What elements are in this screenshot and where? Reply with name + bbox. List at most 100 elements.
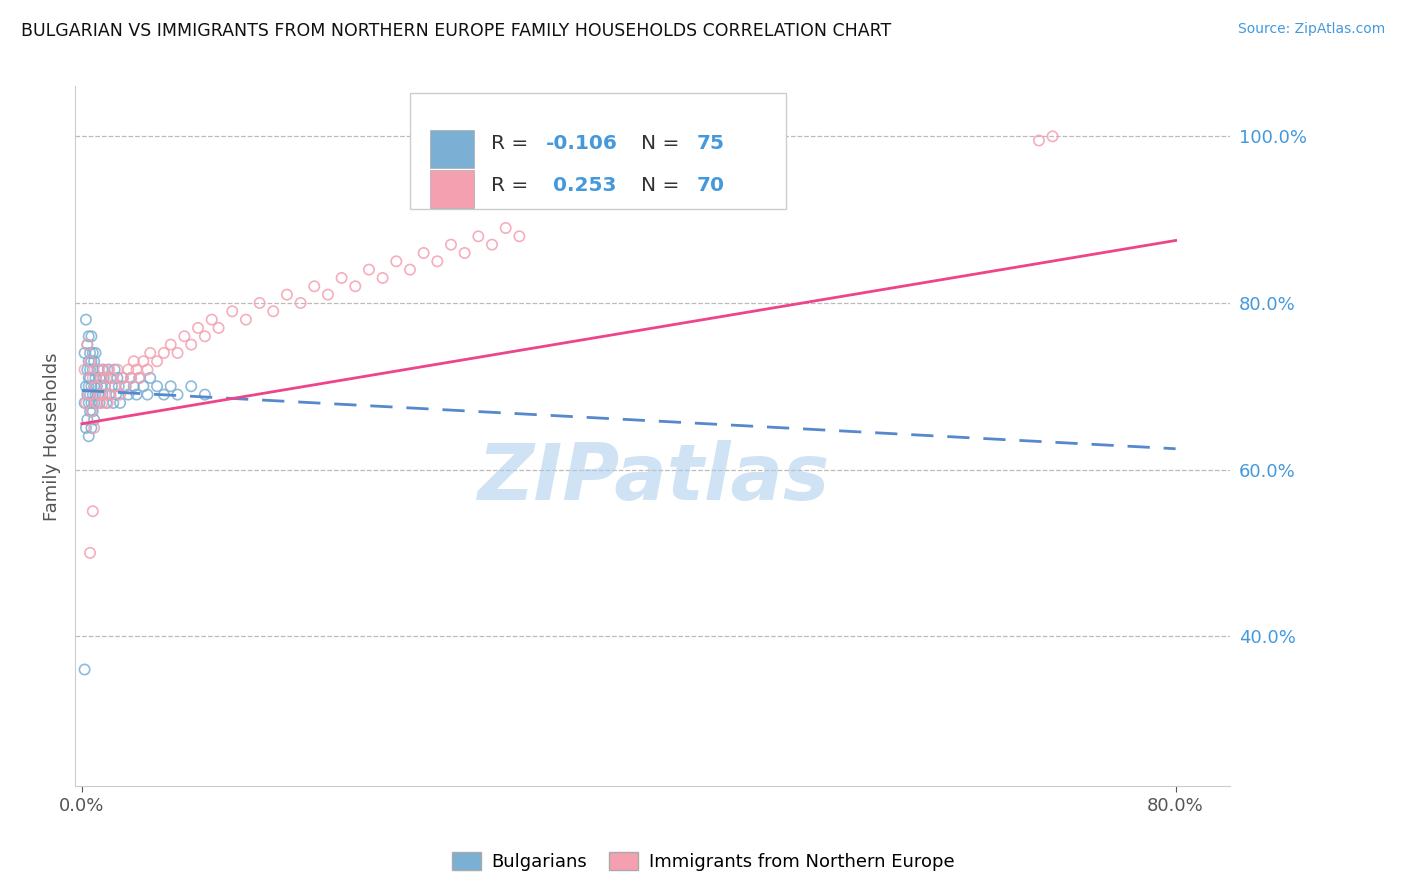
Point bbox=[82, 387, 104, 401]
Point bbox=[201, 312, 224, 326]
Point bbox=[357, 262, 380, 277]
Point bbox=[125, 387, 148, 401]
Point bbox=[89, 396, 111, 410]
Point bbox=[207, 321, 229, 335]
Point bbox=[114, 379, 136, 393]
Text: -0.106: -0.106 bbox=[547, 134, 619, 153]
Point bbox=[77, 371, 100, 385]
Point bbox=[84, 387, 107, 401]
Point bbox=[262, 304, 284, 318]
Text: R =: R = bbox=[491, 134, 534, 153]
Point bbox=[87, 362, 110, 376]
Point bbox=[77, 387, 100, 401]
Point bbox=[114, 379, 136, 393]
Point bbox=[495, 221, 517, 235]
Point bbox=[82, 504, 104, 518]
Point bbox=[399, 262, 422, 277]
Point bbox=[120, 371, 142, 385]
Point bbox=[93, 362, 115, 376]
Point bbox=[385, 254, 408, 268]
Point bbox=[91, 362, 114, 376]
Point bbox=[101, 371, 124, 385]
Point bbox=[108, 396, 131, 410]
Point bbox=[194, 329, 217, 343]
Point bbox=[84, 371, 107, 385]
Point bbox=[105, 371, 128, 385]
Point bbox=[96, 396, 118, 410]
Point bbox=[83, 354, 105, 368]
Point bbox=[139, 371, 162, 385]
Point bbox=[77, 429, 100, 443]
Point bbox=[89, 371, 111, 385]
Point bbox=[187, 321, 209, 335]
Text: ZIPatlas: ZIPatlas bbox=[477, 441, 828, 516]
Point bbox=[83, 396, 105, 410]
Text: 75: 75 bbox=[696, 134, 724, 153]
Point bbox=[290, 296, 312, 310]
Point bbox=[103, 396, 125, 410]
Point bbox=[166, 346, 188, 360]
Point bbox=[76, 337, 98, 351]
Point bbox=[132, 354, 155, 368]
Text: R =: R = bbox=[491, 177, 534, 195]
Point bbox=[1028, 134, 1050, 148]
Point bbox=[440, 237, 463, 252]
Point bbox=[104, 379, 127, 393]
Point bbox=[97, 396, 120, 410]
Point bbox=[80, 379, 103, 393]
Point bbox=[90, 379, 112, 393]
Point bbox=[82, 404, 104, 418]
Point bbox=[77, 379, 100, 393]
Point bbox=[82, 346, 104, 360]
Point bbox=[93, 371, 115, 385]
Point bbox=[77, 354, 100, 368]
Point bbox=[76, 362, 98, 376]
Point bbox=[83, 412, 105, 426]
Point bbox=[75, 421, 97, 435]
Point bbox=[96, 371, 118, 385]
Point bbox=[481, 237, 503, 252]
Point bbox=[98, 362, 121, 376]
Point bbox=[75, 396, 97, 410]
Point bbox=[122, 379, 145, 393]
Point bbox=[97, 362, 120, 376]
Point bbox=[117, 362, 139, 376]
Point bbox=[73, 362, 96, 376]
Point bbox=[344, 279, 367, 293]
Y-axis label: Family Households: Family Households bbox=[44, 352, 60, 521]
Point bbox=[101, 379, 124, 393]
Point bbox=[77, 396, 100, 410]
Point bbox=[80, 404, 103, 418]
Point bbox=[105, 387, 128, 401]
Point bbox=[508, 229, 530, 244]
Point bbox=[79, 546, 101, 560]
Point bbox=[122, 354, 145, 368]
Point bbox=[371, 271, 394, 285]
FancyBboxPatch shape bbox=[411, 94, 786, 209]
FancyBboxPatch shape bbox=[430, 169, 474, 209]
Point bbox=[111, 371, 134, 385]
Point bbox=[79, 387, 101, 401]
Point bbox=[94, 387, 117, 401]
Legend: Bulgarians, Immigrants from Northern Europe: Bulgarians, Immigrants from Northern Eur… bbox=[444, 846, 962, 879]
Text: 70: 70 bbox=[696, 177, 724, 195]
Point bbox=[120, 371, 142, 385]
Point bbox=[180, 379, 202, 393]
Point bbox=[82, 371, 104, 385]
Point bbox=[136, 387, 159, 401]
Point bbox=[86, 396, 108, 410]
Point bbox=[159, 337, 181, 351]
Point bbox=[330, 271, 353, 285]
Point bbox=[79, 354, 101, 368]
Point bbox=[80, 354, 103, 368]
Point bbox=[79, 346, 101, 360]
Text: BULGARIAN VS IMMIGRANTS FROM NORTHERN EUROPE FAMILY HOUSEHOLDS CORRELATION CHART: BULGARIAN VS IMMIGRANTS FROM NORTHERN EU… bbox=[21, 22, 891, 40]
Point bbox=[304, 279, 326, 293]
Point bbox=[79, 404, 101, 418]
Point bbox=[467, 229, 489, 244]
Point bbox=[98, 387, 121, 401]
Point bbox=[221, 304, 243, 318]
Point bbox=[153, 346, 176, 360]
Point bbox=[426, 254, 449, 268]
Point bbox=[180, 337, 202, 351]
